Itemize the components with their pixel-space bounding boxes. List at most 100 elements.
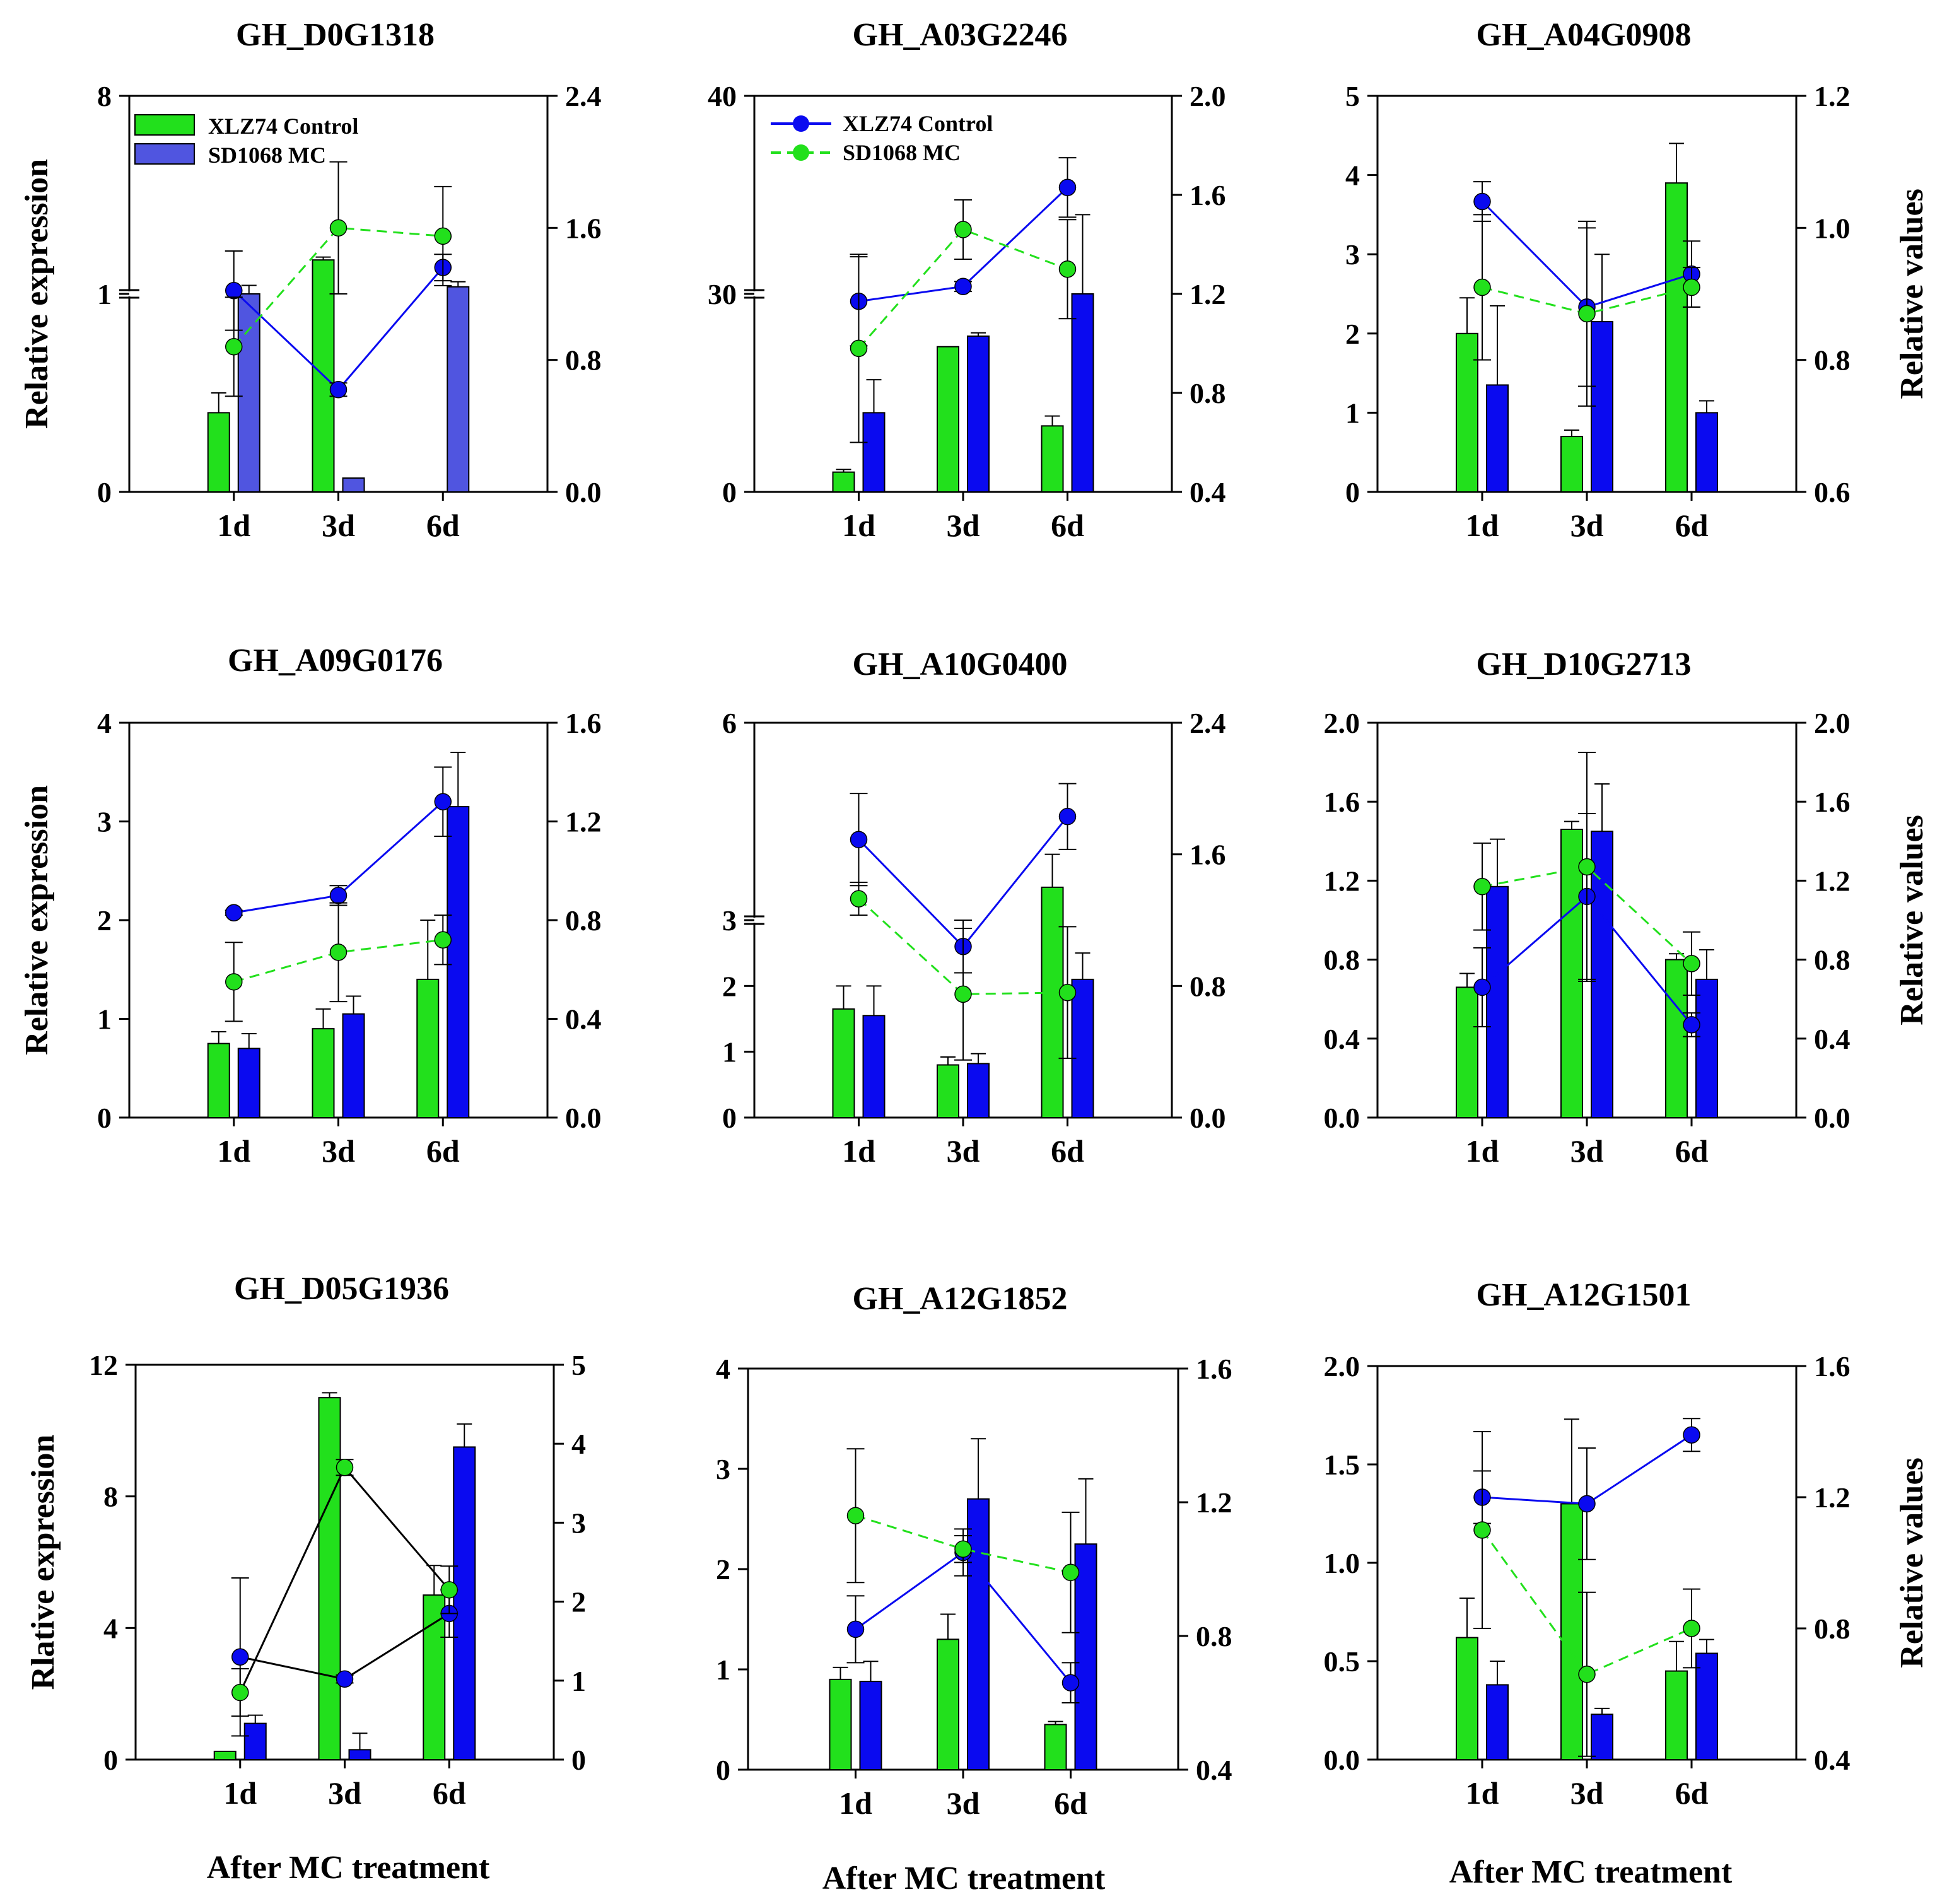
line-marker: [231, 1683, 249, 1702]
y-tick-label: 0: [722, 476, 737, 508]
bar: [423, 1594, 446, 1761]
y2-tick-label: 1: [571, 1665, 586, 1697]
x-tick-label: 3d: [947, 1785, 980, 1821]
chart-title: GH_D05G1936: [234, 1271, 449, 1307]
x-tick-label: 6d: [1675, 1133, 1709, 1169]
y2-tick-label: 1.2: [565, 806, 602, 838]
line-marker: [1683, 1620, 1700, 1637]
bar: [1456, 332, 1478, 493]
y2-axis-title: Relative values: [1894, 189, 1930, 399]
x-tick-label: 6d: [1675, 1775, 1709, 1811]
y-tick-label: 2: [97, 904, 112, 937]
y2-tick-label: 0.6: [1814, 476, 1851, 508]
y2-tick-label: 1.6: [1190, 179, 1226, 211]
line-marker: [329, 887, 348, 904]
line-marker: [225, 904, 243, 922]
bar: [1071, 978, 1094, 1119]
y-tick-label: 3: [716, 1453, 730, 1485]
y2-tick-label: 1.2: [1814, 80, 1851, 112]
bar: [1041, 425, 1064, 493]
y-tick-label: 0: [97, 476, 112, 508]
chart-title: GH_A10G0400: [853, 646, 1068, 682]
legend-lines: XLZ74 Control SD1068 MC: [771, 111, 993, 165]
bar: [937, 346, 959, 493]
x-tick-label: 6d: [433, 1775, 466, 1811]
line-marker: [954, 277, 972, 295]
bar: [937, 1638, 959, 1771]
bar: [967, 1498, 990, 1770]
y2-tick-label: 0.4: [1814, 1023, 1851, 1055]
line-marker: [1578, 1495, 1596, 1513]
y-tick-label: 0.5: [1324, 1645, 1360, 1678]
line-marker: [1683, 1016, 1700, 1034]
bar: [1591, 1714, 1613, 1760]
y2-tick-label: 1.2: [1814, 1481, 1851, 1514]
series-line: [1481, 1529, 1692, 1676]
line-marker: [850, 339, 868, 358]
x-tick-label: 6d: [1051, 508, 1084, 543]
chart-title: GH_D0G1318: [236, 17, 435, 53]
chart-title: GH_A09G0176: [228, 643, 443, 679]
y-tick-label: 12: [89, 1349, 118, 1381]
y2-axis-title: Relative values: [1894, 1457, 1930, 1668]
y2-tick-label: 0.4: [1196, 1754, 1232, 1786]
line-marker: [225, 973, 243, 991]
line-marker: [846, 1507, 865, 1524]
legend-label-control-bar: XLZ74 Control: [208, 114, 358, 139]
y-tick-label: 1: [722, 1036, 737, 1068]
line-marker: [329, 381, 348, 399]
y-tick-label: 2: [716, 1553, 730, 1586]
y-tick-label: 0.4: [1324, 1023, 1360, 1055]
line-marker: [1058, 984, 1077, 1002]
x-tick-label: 3d: [947, 1133, 980, 1169]
legend-swatch-control-bar: [134, 114, 195, 136]
y2-tick-label: 0.0: [565, 476, 602, 508]
line-marker: [954, 221, 972, 238]
line-marker: [1683, 1426, 1700, 1444]
x-tick-label: 1d: [1466, 1133, 1499, 1169]
y2-tick-label: 0.8: [565, 344, 602, 377]
y2-tick-label: 3: [571, 1507, 586, 1539]
line-marker: [434, 931, 452, 949]
y2-tick-label: 5: [571, 1349, 586, 1381]
line-marker: [954, 1540, 972, 1558]
x-tick-label: 3d: [328, 1775, 361, 1811]
y-tick-label: 0: [722, 1102, 737, 1134]
x-tick-label: 1d: [217, 508, 250, 543]
line-marker: [440, 1581, 458, 1599]
bar: [453, 1446, 476, 1761]
line-marker: [336, 1670, 354, 1688]
chart-title: GH_A12G1501: [1477, 1277, 1692, 1313]
chart-panel: GH_A09G0176 0 1 2 3 4 0.0 0.4 0.8 1.2 1.6 1d 3d 6d Rel…: [19, 643, 602, 1169]
chart-panel: GH_A12G1852 0 1 2 3 4 0.4 0.8 1.2 1.6 1d 3d 6d: [716, 1281, 1232, 1821]
line-marker: [329, 219, 348, 237]
line-marker: [850, 890, 868, 908]
legend-label-control-line: XLZ74 Control: [843, 111, 993, 136]
bar: [1041, 886, 1064, 1119]
series-line: [233, 938, 443, 983]
x-tick-label: 3d: [322, 508, 355, 543]
y2-tick-label: 0.4: [1190, 476, 1226, 508]
bar: [342, 1013, 365, 1119]
bar: [318, 1397, 341, 1761]
chart-title: GH_A03G2246: [853, 17, 1068, 53]
chart-panel: GH_D10G2713 0.0 0.4 0.8 1.2 1.6 2.0 0.0 0.4 0.8 1.…: [1324, 646, 1931, 1169]
bar: [1591, 831, 1613, 1119]
line-marker: [1473, 1521, 1491, 1539]
y-tick-label: 0: [716, 1754, 730, 1786]
line-marker: [336, 1459, 354, 1476]
bar: [937, 1064, 959, 1118]
legend-swatch-mc-bar: [134, 143, 195, 165]
y-tick-label: 0: [103, 1744, 118, 1776]
bar: [862, 1015, 886, 1118]
y-axis-title: Relative expression: [19, 159, 55, 429]
y-tick-label: 0.8: [1324, 944, 1360, 976]
y2-tick-label: 2.0: [1190, 80, 1226, 112]
y-tick-label: 8: [97, 80, 112, 112]
legend-bars: XLZ74 Control SD1068 MC: [134, 114, 358, 168]
bar: [1486, 1684, 1509, 1760]
bar: [967, 335, 990, 493]
legend-label-mc-bar: SD1068 MC: [208, 143, 326, 168]
y-tick-label: 1.5: [1324, 1449, 1360, 1481]
